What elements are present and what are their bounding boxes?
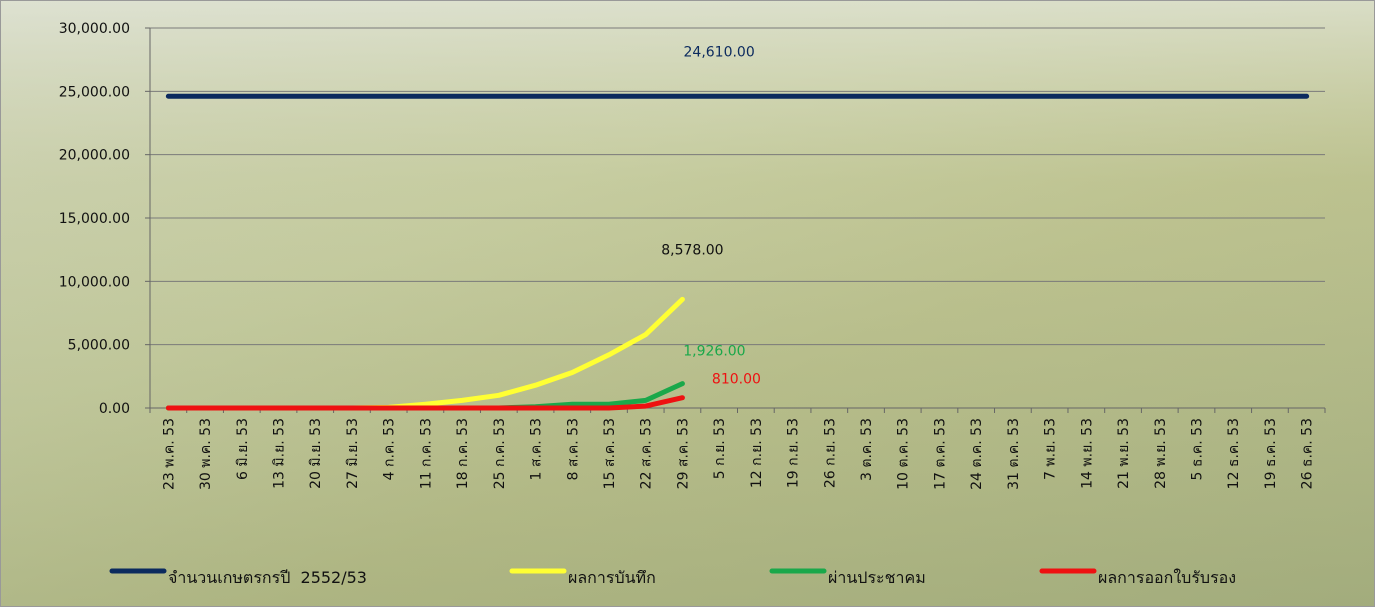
legend-label: ผ่านประชาคม bbox=[828, 568, 926, 587]
x-tick-label: 4 ก.ค. 53 bbox=[382, 418, 398, 480]
x-tick-label: 29 ส.ค. 53 bbox=[675, 418, 691, 489]
series-line bbox=[165, 395, 685, 411]
x-tick-label: 5 ก.ย. 53 bbox=[712, 418, 728, 479]
y-tick-label: 25,000.00 bbox=[59, 84, 130, 100]
x-tick-label: 6 มิ.ย. 53 bbox=[235, 418, 251, 480]
x-tick-label: 28 พ.ย. 53 bbox=[1153, 418, 1169, 489]
x-tick-label: 26 ก.ย. 53 bbox=[822, 418, 838, 488]
x-tick-label: 30 พ.ค. 53 bbox=[198, 418, 214, 490]
x-tick-label: 31 ต.ค. 53 bbox=[1006, 418, 1022, 490]
x-tick-label: 13 มิ.ย. 53 bbox=[272, 418, 288, 489]
y-tick-label: 15,000.00 bbox=[59, 211, 130, 227]
data-label: 810.00 bbox=[712, 372, 761, 388]
x-tick-label: 12 ก.ย. 53 bbox=[749, 418, 765, 488]
x-tick-label: 11 ก.ค. 53 bbox=[418, 418, 434, 489]
x-tick-label: 20 มิ.ย. 53 bbox=[308, 418, 324, 489]
y-tick-label: 0.00 bbox=[99, 401, 130, 417]
x-tick-label: 1 ส.ค. 53 bbox=[529, 418, 545, 480]
data-label: 8,578.00 bbox=[661, 242, 723, 258]
x-tick-label: 18 ก.ค. 53 bbox=[455, 418, 471, 489]
x-tick-label: 22 ส.ค. 53 bbox=[639, 418, 655, 489]
legend-label: ผลการบันทึก bbox=[568, 568, 656, 587]
x-tick-label: 5 ธ.ค. 53 bbox=[1189, 418, 1205, 480]
x-tick-label: 12 ธ.ค. 53 bbox=[1226, 418, 1242, 489]
x-tick-label: 27 มิ.ย. 53 bbox=[345, 418, 361, 489]
x-tick-label: 7 พ.ย. 53 bbox=[1043, 418, 1059, 480]
x-tick-label: 21 พ.ย. 53 bbox=[1116, 418, 1132, 489]
x-tick-label: 26 ธ.ค. 53 bbox=[1300, 418, 1316, 489]
x-tick-label: 14 พ.ย. 53 bbox=[1079, 418, 1095, 489]
x-tick-label: 10 ต.ค. 53 bbox=[896, 418, 912, 490]
x-tick-label: 3 ต.ค. 53 bbox=[859, 418, 875, 481]
x-tick-label: 25 ก.ค. 53 bbox=[492, 418, 508, 489]
x-tick-label: 23 พ.ค. 53 bbox=[161, 418, 177, 490]
y-tick-label: 10,000.00 bbox=[59, 274, 130, 290]
x-tick-label: 17 ต.ค. 53 bbox=[932, 418, 948, 490]
legend-label: จำนวนเกษตรกรปี 2552/53 bbox=[168, 568, 367, 587]
x-tick-label: 24 ต.ค. 53 bbox=[969, 418, 985, 490]
x-tick-label: 19 ธ.ค. 53 bbox=[1263, 418, 1279, 489]
data-label: 24,610.00 bbox=[684, 44, 755, 60]
y-tick-label: 5,000.00 bbox=[68, 338, 130, 354]
data-label: 1,926.00 bbox=[683, 344, 745, 360]
y-tick-label: 20,000.00 bbox=[59, 148, 130, 164]
y-tick-label: 30,000.00 bbox=[59, 21, 130, 37]
x-tick-label: 15 ส.ค. 53 bbox=[602, 418, 618, 489]
x-tick-label: 19 ก.ย. 53 bbox=[786, 418, 802, 488]
x-tick-label: 8 ส.ค. 53 bbox=[565, 418, 581, 480]
legend-label: ผลการออกใบรับรอง bbox=[1098, 568, 1236, 587]
